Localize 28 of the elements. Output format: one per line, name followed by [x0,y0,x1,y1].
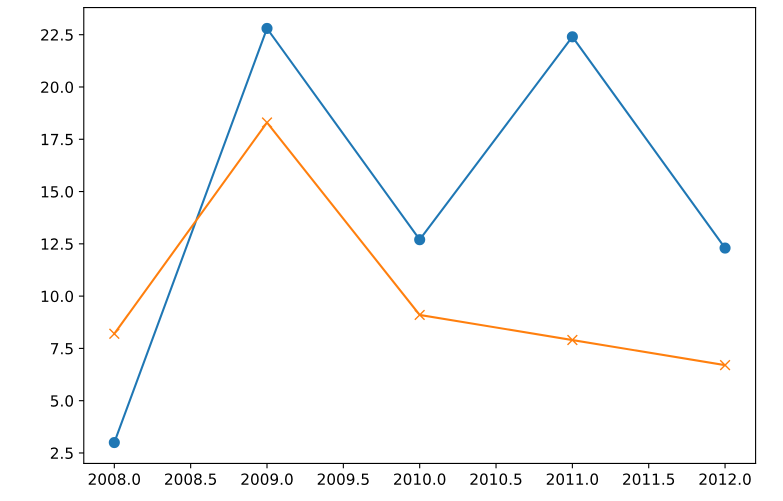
point [720,360,731,371]
x-tick-label: 2009.5 [318,473,369,485]
y-tick-label: 17.5 [42,134,73,146]
y-tick-label: 22.5 [41,29,73,41]
x-tick-label: 2010.0 [394,473,446,485]
point [720,242,731,254]
y-tick-label: 12.5 [42,238,73,250]
x-tick-label: 2009.0 [241,473,293,485]
point [261,116,273,128]
point [108,328,120,340]
y-tick-label: 10.0 [42,290,74,302]
x-tick-label: 2011.0 [546,473,598,485]
y-tick-label: 20.0 [41,81,74,94]
x-tick-label: 2012.0 [699,473,751,485]
point [261,22,273,34]
y-tick-label: 5.0 [50,395,74,407]
x-tick-label: 2010.5 [470,473,522,485]
y-tick-label: 15.0 [42,186,74,198]
point [414,309,426,320]
point [566,31,578,42]
y-tick-label: 7.5 [51,343,73,354]
x-tick-label: 2011.5 [623,473,674,485]
x-tick-label: 2008.5 [165,473,216,485]
point [566,334,578,346]
y-tick-label: 2.5 [50,447,73,459]
point [414,234,426,246]
x-tick-label: 2008.0 [88,473,140,485]
point [108,436,120,448]
